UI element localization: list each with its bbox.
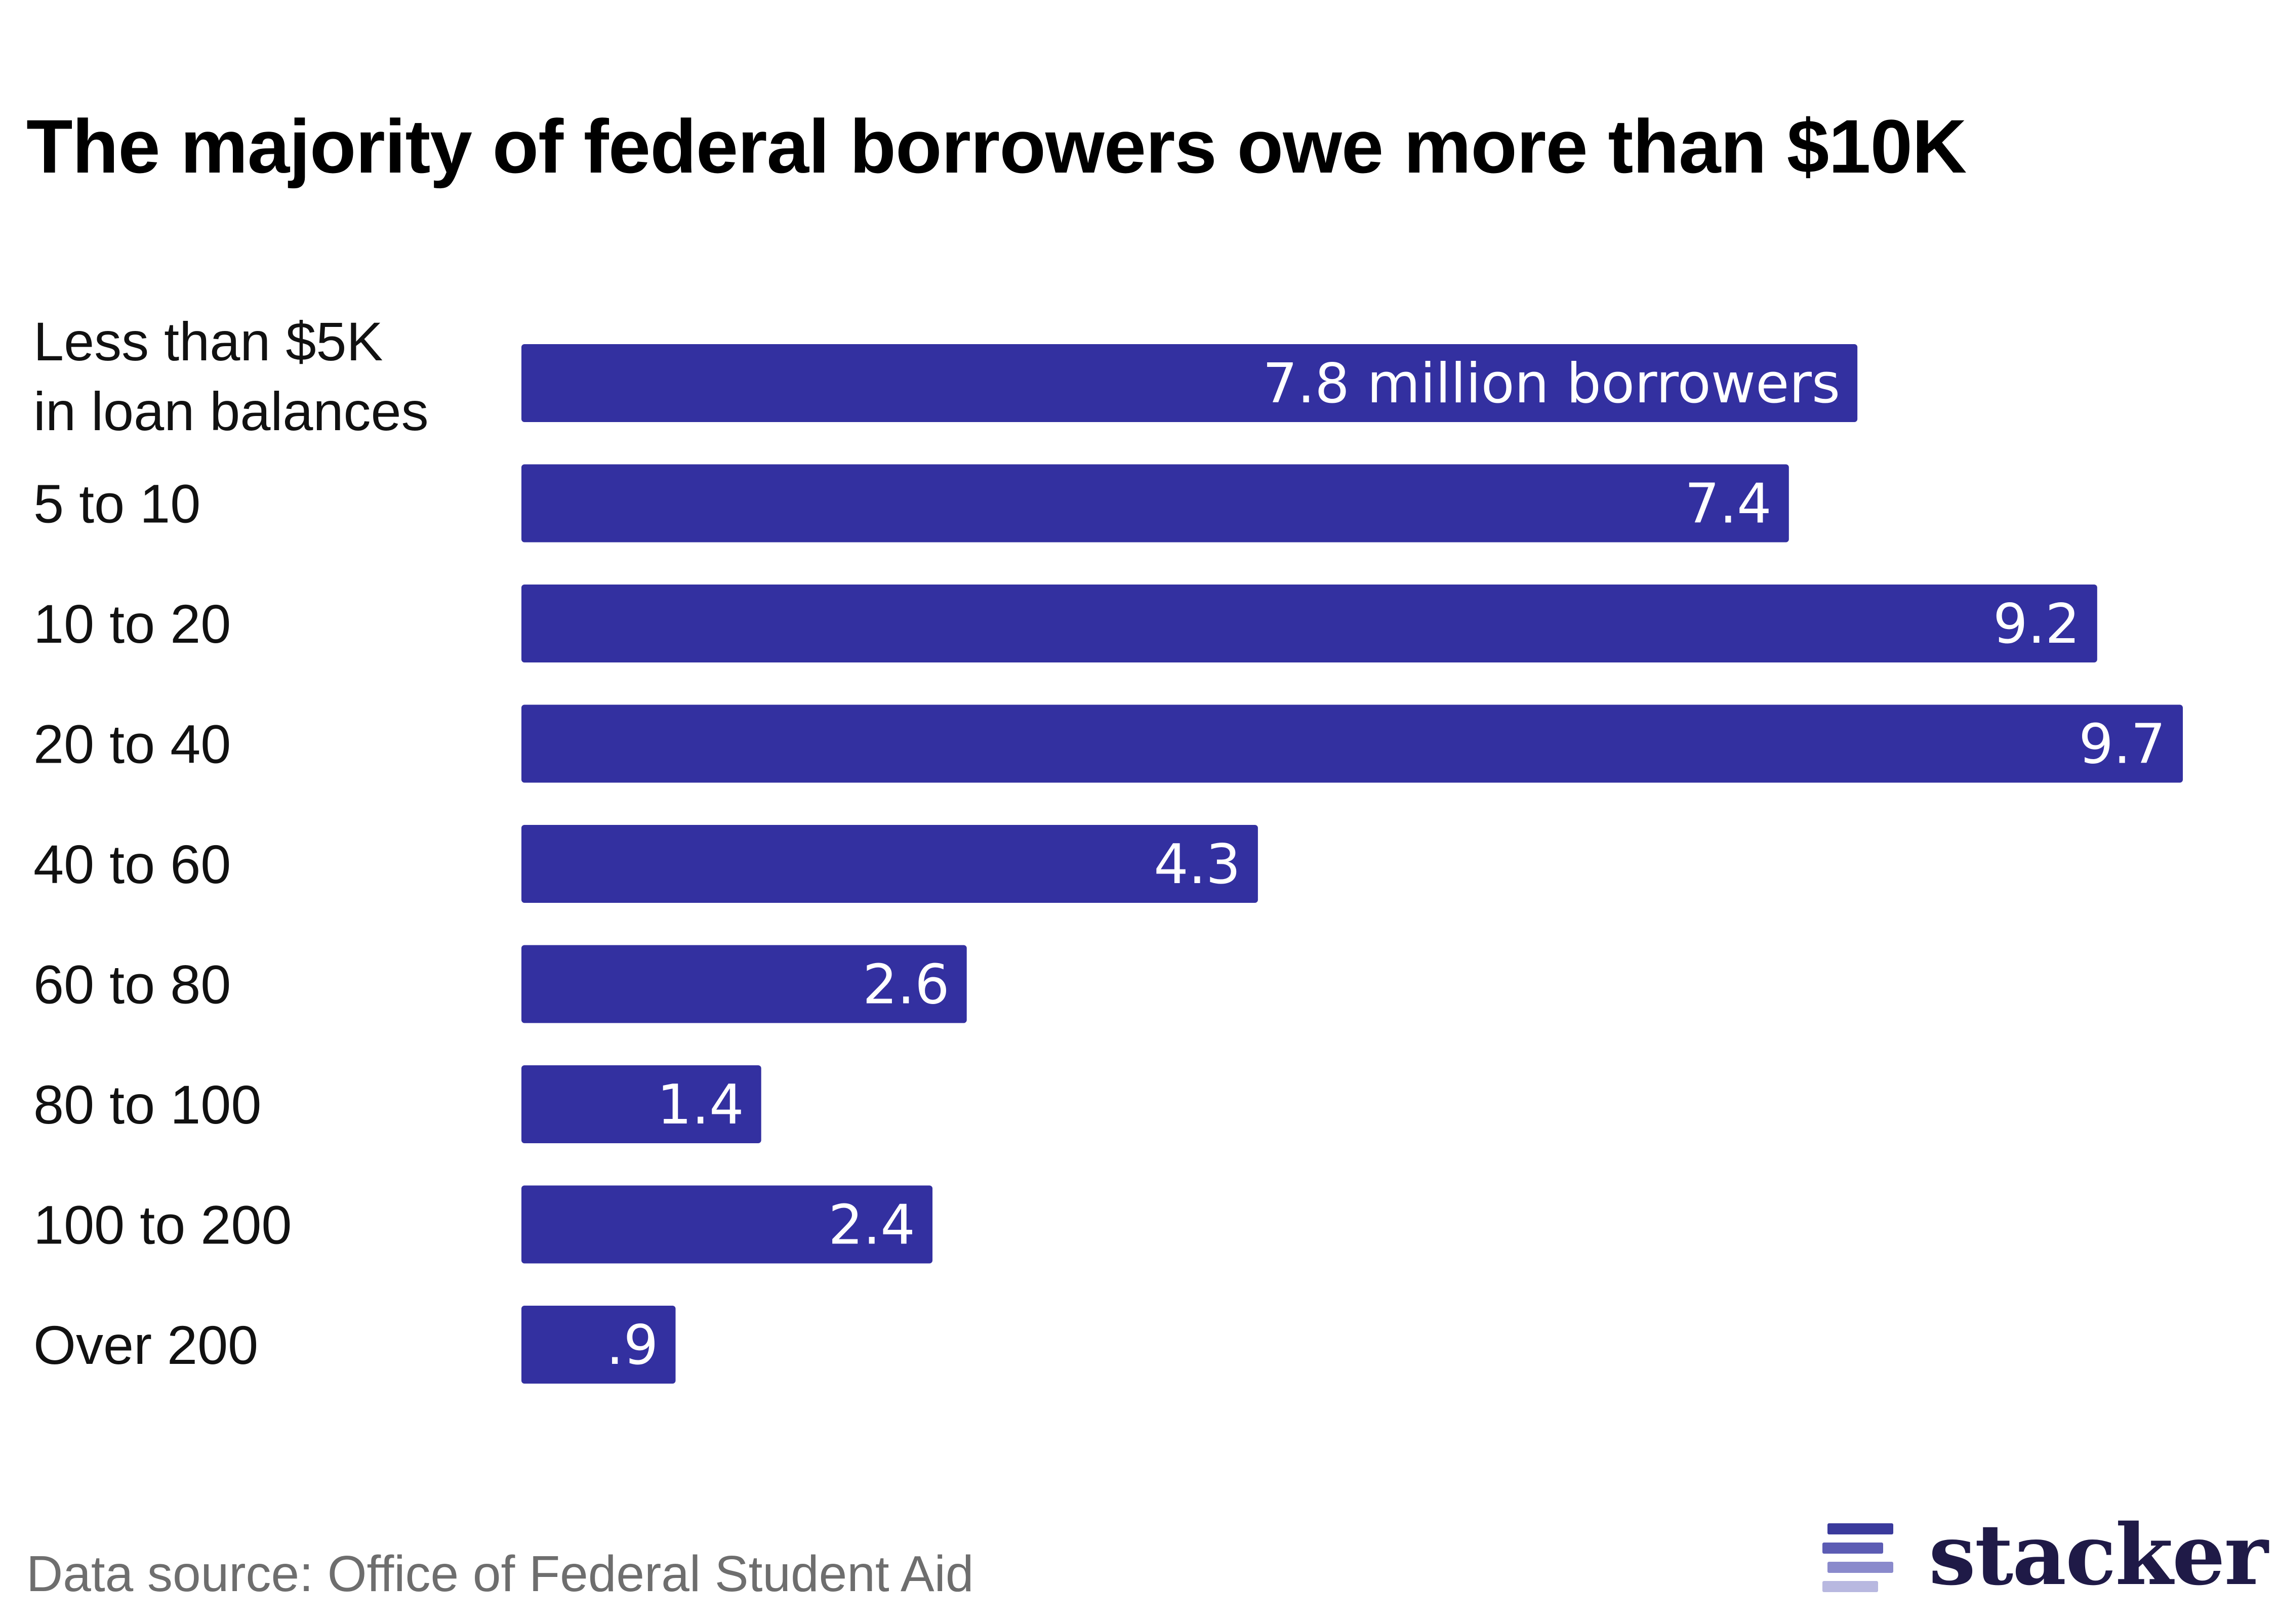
value-label-5: 2.6 [863,953,950,1017]
value-label-8: .9 [606,1314,658,1377]
brand-name: stacker [1929,1506,2268,1604]
value-label-3: 9.7 [2079,713,2166,776]
bars-layer [521,344,2183,1384]
bar-2 [521,585,2097,662]
value-label-7: 2.4 [828,1194,915,1257]
category-label-0: Less than $5K in loan balances [33,311,429,442]
stacker-logo: stacker [1822,1513,2268,1604]
value-label-0: 7.8 million borrowers [1263,352,1840,415]
logo-stripe [1822,1581,1878,1592]
bar-5 [521,945,967,1023]
value-label-1: 7.4 [1685,473,1772,536]
category-label-8: Over 200 [33,1314,258,1376]
category-label-7: 100 to 200 [33,1194,292,1256]
data-source-note: Data source: Office of Federal Student A… [26,1546,974,1602]
stacker-logo-icon [1822,1523,1893,1594]
bar-3 [521,704,2183,783]
category-label-2: 10 to 20 [33,593,231,654]
logo-stripe [1822,1543,1883,1554]
chart-title: The majority of federal borrowers owe mo… [26,104,1967,189]
bar-0 [521,344,1858,422]
value-label-4: 4.3 [1154,833,1241,896]
value-label-6: 1.4 [657,1073,744,1137]
category-label-1: 5 to 10 [33,473,200,534]
category-label-5: 60 to 80 [33,954,231,1015]
category-label-6: 80 to 100 [33,1074,261,1135]
bar-4 [521,825,1258,903]
category-label-4: 40 to 60 [33,834,231,895]
category-label-3: 20 to 40 [33,714,231,775]
logo-stripe [1827,1562,1893,1573]
bar-8 [521,1306,676,1384]
value-label-2: 9.2 [1993,593,2080,656]
bar-7 [521,1185,933,1264]
bar-1 [521,464,1789,543]
logo-stripe [1827,1523,1893,1534]
category-labels-layer: Less than $5K in loan balances 5 to 10 10 t… [33,311,429,1376]
bar-6 [521,1065,761,1143]
value-labels-layer: 7.8 million borrowers 7.4 9.2 9.7 4.3 2.6 1.4 2… [606,352,2166,1377]
